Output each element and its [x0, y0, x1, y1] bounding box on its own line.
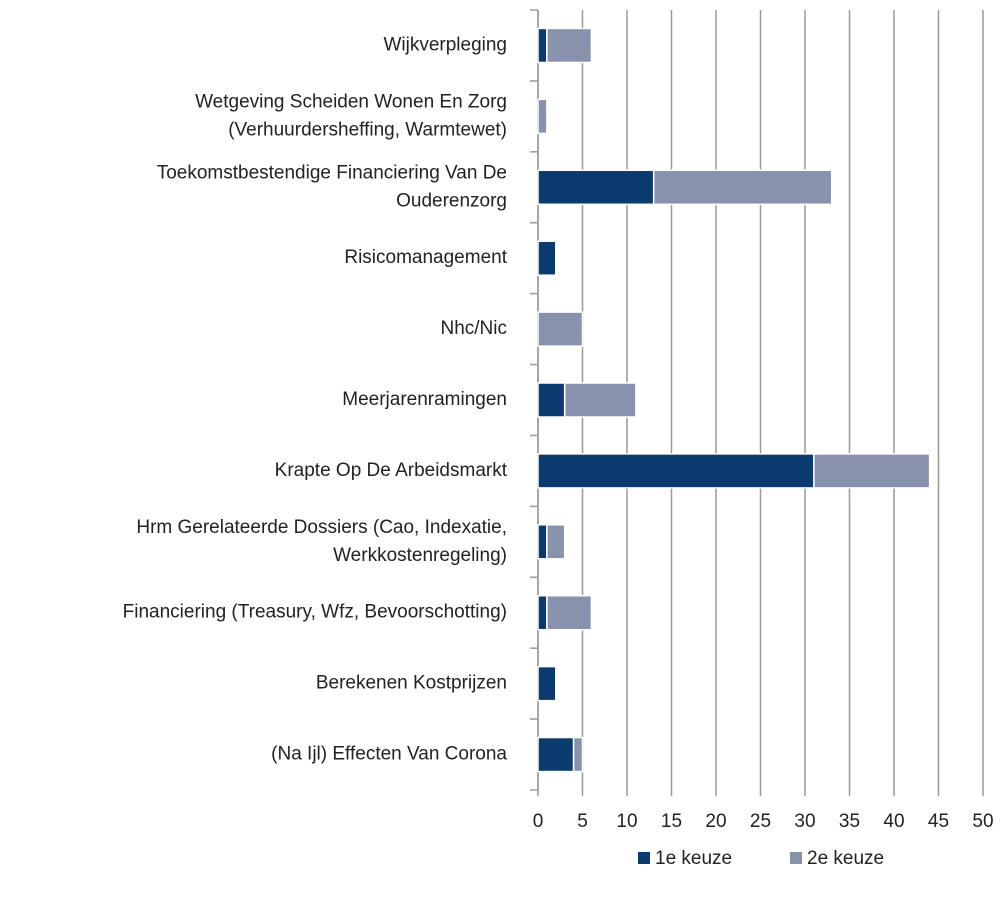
- bar: [546, 524, 566, 560]
- bar: [537, 311, 584, 347]
- x-tick-label: 5: [577, 811, 588, 832]
- legend-label: 2e keuze: [807, 848, 884, 869]
- legend-label: 1e keuze: [655, 848, 732, 869]
- y-tick-label: Financiering (Treasury, Wfz, Bevoorschot…: [123, 602, 507, 623]
- x-tick-label: 0: [533, 811, 544, 832]
- bar: [546, 27, 593, 64]
- x-tick-label: 45: [928, 811, 949, 832]
- x-tick-label: 20: [705, 811, 726, 832]
- x-tick-label: 25: [750, 811, 771, 832]
- y-tick-label: Wijkverpleging: [383, 34, 507, 55]
- y-tick-label: Risicomanagement: [344, 247, 507, 268]
- bar: [537, 665, 557, 702]
- x-tick-label: 40: [883, 811, 904, 832]
- y-tick-label: Wetgeving Scheiden Wonen En Zorg (Verhuur…: [195, 91, 507, 140]
- bar: [537, 453, 815, 489]
- y-tick-label: (Na Ijl) Effecten Van Corona: [271, 744, 507, 765]
- x-tick-label: 15: [661, 811, 682, 832]
- x-tick-label: 30: [794, 811, 815, 832]
- legend-swatch: [638, 852, 650, 864]
- bar: [813, 453, 931, 489]
- x-tick-label: 50: [972, 811, 993, 832]
- bar: [537, 736, 575, 773]
- bar: [563, 382, 637, 418]
- bar: [537, 240, 557, 276]
- bar: [572, 736, 584, 773]
- y-tick-label: Nhc/Nic: [440, 318, 507, 339]
- x-tick-label: 10: [616, 811, 637, 832]
- bar: [537, 382, 566, 418]
- bar: [537, 169, 655, 206]
- bar: [537, 27, 548, 64]
- bar: [546, 594, 593, 631]
- y-tick-label: Berekenen Kostprijzen: [316, 673, 507, 694]
- bar: [537, 594, 548, 631]
- y-tick-label: Krapte Op De Arbeidsmarkt: [275, 460, 508, 481]
- bar: [537, 98, 548, 135]
- y-tick-label: Hrm Gerelateerde Dossiers (Cao, Indexati…: [136, 517, 507, 566]
- bar: [537, 524, 548, 560]
- bar: [652, 169, 833, 206]
- y-tick-label: Toekomstbestendige Financiering Van De Ou…: [157, 162, 507, 211]
- x-tick-label: 35: [839, 811, 860, 832]
- legend-swatch: [790, 852, 802, 864]
- y-tick-label: Meerjarenramingen: [342, 389, 507, 410]
